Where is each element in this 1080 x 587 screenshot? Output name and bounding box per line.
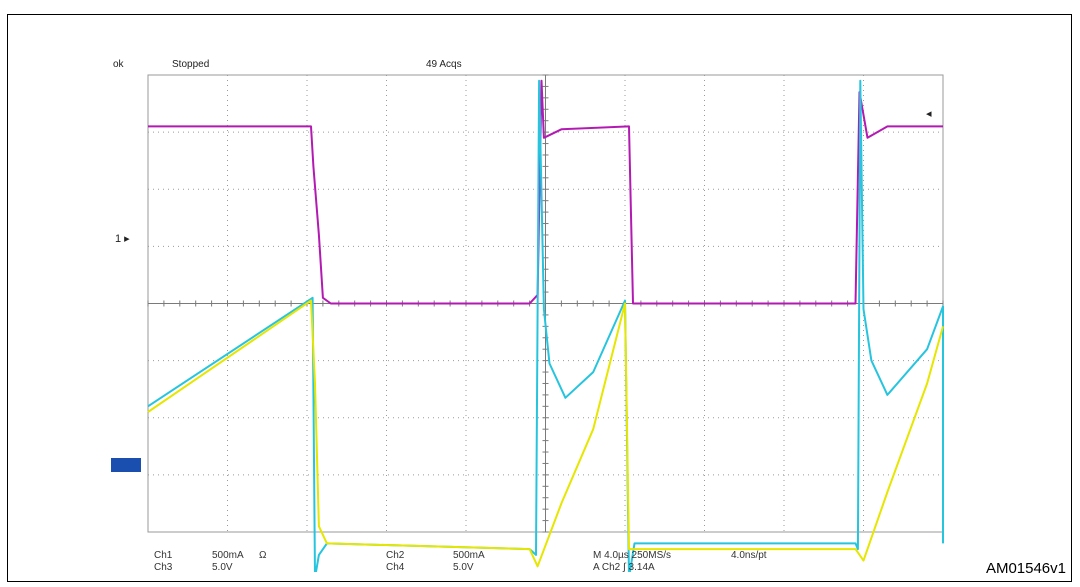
scope-background [111, 47, 956, 572]
ch3-label: Ch3 [154, 562, 173, 572]
traces [147, 79, 944, 572]
trigger-level-marker: ◂ [926, 108, 932, 120]
ch4-scale: 5.0V [453, 562, 474, 572]
trace-yellow [147, 299, 944, 568]
sample-readout: 4.0ns/pt [731, 550, 767, 561]
channel-readouts: Ch1 500mA Ω Ch2 500mA Ch3 5.0V Ch4 5.0V … [154, 550, 767, 572]
trigger-readout: A Ch2 ∫ 3.14A [593, 562, 655, 572]
timebase-readout: M 4.0µs 250MS/s [593, 550, 671, 561]
ch2-ground-marker [111, 458, 141, 472]
ch2-label: Ch2 [386, 550, 405, 561]
ch2-scale: 500mA [453, 550, 485, 561]
oscilloscope-screen: ok Stopped 49 Acqs Ch1 500mA Ω Ch2 500mA… [111, 47, 956, 572]
figure-frame [7, 14, 1072, 582]
ch4-label: Ch4 [386, 562, 405, 572]
ch1-ground-marker: 1 ▸ [115, 233, 130, 245]
trace-cyan [147, 79, 944, 572]
graticule [147, 74, 944, 533]
ch3-scale: 5.0V [212, 562, 233, 572]
trigger-mode-marker: ok [113, 59, 125, 70]
ch1-coupling: Ω [259, 550, 267, 561]
ch1-label: Ch1 [154, 550, 173, 561]
channel-markers: 1 ▸ ◂ [111, 108, 932, 472]
figure-id-label: AM01546v1 [985, 560, 1066, 577]
run-status: Stopped [172, 59, 209, 70]
ch1-scale: 500mA [212, 550, 244, 561]
acquisition-count: 49 Acqs [426, 59, 462, 70]
